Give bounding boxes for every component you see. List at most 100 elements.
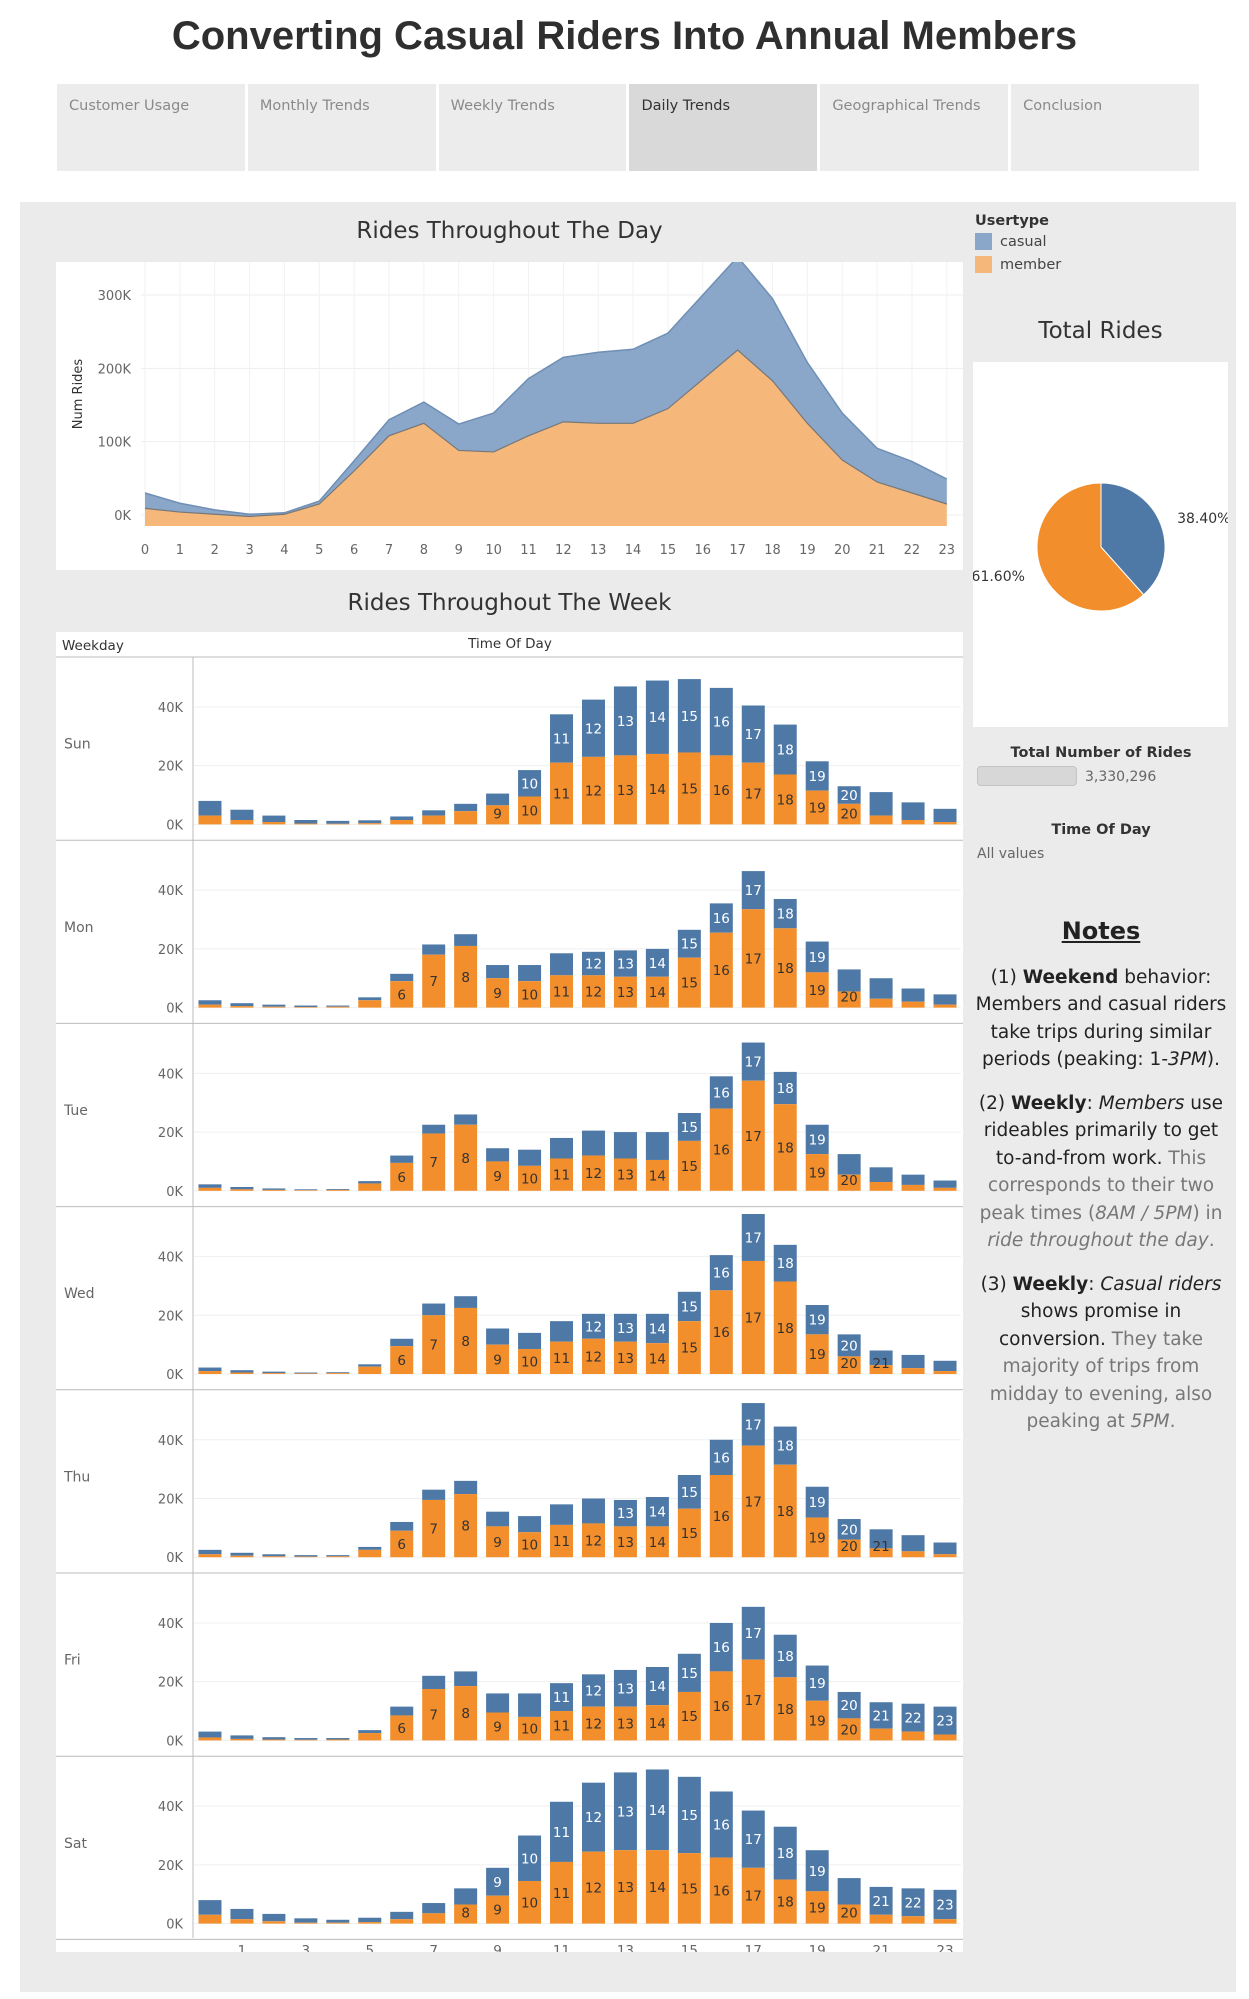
x-tick-label: 20 — [834, 543, 851, 558]
bar-label-member: 16 — [713, 1884, 730, 1900]
bar-member — [581, 1523, 605, 1558]
bar-member — [358, 1922, 382, 1924]
bar-label-member: 13 — [617, 985, 634, 1001]
time-of-day-filter-value[interactable]: All values — [977, 846, 1045, 862]
bar-label-member: 7 — [429, 1155, 438, 1171]
bar-member — [709, 1857, 733, 1924]
bar-label-member: 14 — [649, 782, 666, 798]
tab-conclusion[interactable]: Conclusion — [1011, 84, 1199, 171]
bar-casual — [294, 1738, 318, 1740]
bar-member — [677, 1140, 701, 1191]
y-tick-label: 40K — [158, 1434, 184, 1449]
bar-casual — [326, 1919, 350, 1923]
x-tick-label: 12 — [555, 543, 572, 558]
tab-monthly-trends[interactable]: Monthly Trends — [247, 84, 436, 171]
bar-member — [933, 1919, 957, 1924]
bar-label-member: 19 — [809, 1714, 826, 1730]
bar-casual — [645, 680, 669, 754]
bar-label-member: 10 — [521, 1355, 538, 1371]
bar-member — [837, 1356, 861, 1374]
x-tick-label: 18 — [764, 543, 781, 558]
bar-member — [677, 752, 701, 825]
x-tick-label: 16 — [694, 543, 711, 558]
bar-label-member: 17 — [745, 1129, 762, 1145]
bar-label-member: 16 — [713, 783, 730, 799]
bar-label-member: 20 — [841, 806, 858, 822]
bar-casual — [837, 969, 861, 992]
tab-customer-usage[interactable]: Customer Usage — [57, 84, 245, 171]
bar-casual — [613, 1499, 637, 1527]
total-rides-value: 3,330,296 — [1085, 769, 1157, 785]
tab-geographical-trends[interactable]: Geographical Trends — [820, 84, 1009, 171]
tab-daily-trends[interactable]: Daily Trends — [629, 84, 818, 171]
bar-member — [741, 909, 765, 1008]
bar-member — [645, 976, 669, 1008]
bar-member — [326, 1739, 350, 1741]
bar-label-member: 17 — [745, 1889, 762, 1905]
x-tick-label: 14 — [625, 543, 642, 558]
x-tick-label: 1 — [238, 1943, 247, 1952]
bar-label-member: 13 — [617, 783, 634, 799]
legend-title: Usertype — [975, 213, 1049, 229]
bar-casual — [869, 1167, 893, 1182]
bar-casual — [518, 1516, 542, 1533]
x-tick-label: 13 — [590, 543, 607, 558]
tab-weekly-trends[interactable]: Weekly Trends — [438, 84, 627, 171]
bar-label-casual: 16 — [713, 1266, 730, 1282]
x-tick-label: 5 — [315, 543, 323, 558]
x-tick-label: 7 — [429, 1943, 438, 1952]
bar-casual — [422, 944, 446, 955]
bar-casual — [901, 802, 925, 820]
bar-casual — [518, 770, 542, 797]
series-line-member — [144, 349, 947, 518]
bar-label-casual: 14 — [649, 1679, 666, 1695]
bar-member — [613, 1706, 637, 1741]
bar-casual — [901, 1535, 925, 1552]
bar-label-member: 19 — [809, 1347, 826, 1363]
bar-member — [613, 1341, 637, 1374]
bar-casual — [198, 800, 222, 816]
bar-casual — [550, 1321, 574, 1342]
bar-casual — [869, 1529, 893, 1549]
y-tick-label: 40K — [158, 1800, 184, 1815]
bar-casual — [486, 1693, 510, 1713]
usertype-legend: Usertype casual member — [975, 213, 1061, 279]
bar-label-member: 20 — [841, 1356, 858, 1372]
total-rides-slider[interactable] — [977, 766, 1077, 786]
bar-label-casual: 17 — [745, 1230, 762, 1246]
bar-label-casual: 14 — [649, 1505, 666, 1521]
bar-member — [550, 762, 574, 825]
bar-member — [230, 819, 254, 825]
bar-label-member: 11 — [553, 1886, 570, 1902]
bar-member — [518, 1349, 542, 1374]
bar-casual — [294, 1918, 318, 1923]
y-tick-label: 40K — [158, 1067, 184, 1082]
bar-member — [773, 1879, 797, 1924]
bar-casual — [581, 1498, 605, 1524]
bar-label-member: 14 — [649, 1535, 666, 1551]
weekday-label-tue: Tue — [63, 1103, 88, 1119]
bar-member — [550, 1524, 574, 1558]
bar-member — [390, 1162, 414, 1191]
bar-label-member: 11 — [553, 1168, 570, 1184]
bar-casual — [262, 1913, 286, 1922]
legend-item-member[interactable]: member — [975, 256, 1061, 273]
bar-casual — [709, 1439, 733, 1475]
bar-label-casual: 12 — [585, 721, 602, 737]
x-tick-label: 3 — [302, 1943, 311, 1952]
bar-label-member: 10 — [521, 1722, 538, 1738]
legend-item-casual[interactable]: casual — [975, 233, 1061, 250]
x-tick-label: 11 — [553, 1943, 570, 1952]
bar-member — [869, 1548, 893, 1558]
bar-label-member: 20 — [841, 1722, 858, 1738]
bar-casual — [613, 686, 637, 756]
bar-member — [773, 1677, 797, 1741]
bar-casual — [837, 1154, 861, 1175]
bar-casual — [581, 1782, 605, 1852]
bar-label-member: 8 — [461, 1151, 470, 1167]
bar-casual — [709, 1076, 733, 1109]
bar-label-casual: 17 — [745, 1417, 762, 1433]
bar-label-member: 15 — [681, 1341, 698, 1357]
bar-member — [709, 1474, 733, 1558]
notes-panel: Notes (1) Weekend behavior: Members and … — [975, 917, 1227, 1452]
